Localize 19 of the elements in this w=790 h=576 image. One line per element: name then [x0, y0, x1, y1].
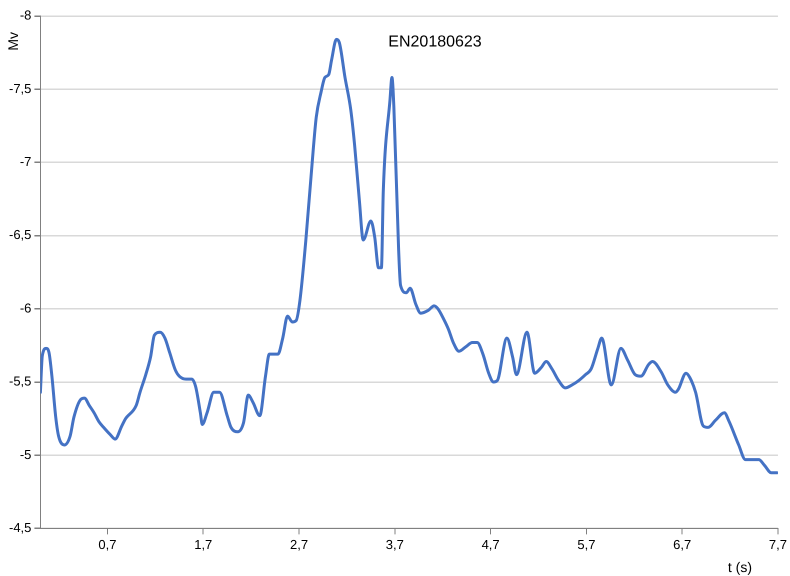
- y-tick-label: -5,5: [8, 374, 32, 389]
- y-tick-label: -6,5: [8, 227, 32, 242]
- y-tick-label: -8: [20, 8, 32, 23]
- y-tick-label: -5: [20, 446, 32, 462]
- annotation: EN20180623: [388, 33, 482, 50]
- x-tick-label: 7,7: [768, 536, 788, 552]
- y-axis-title: Mv: [4, 32, 21, 51]
- x-tick-label: 5,7: [577, 536, 596, 552]
- x-tick-label: 4,7: [482, 536, 500, 552]
- x-tick-label: 1,7: [194, 536, 212, 552]
- x-tick-label: 3,7: [386, 536, 404, 552]
- x-tick-label: 2,7: [290, 536, 308, 552]
- x-tick-label: 0,7: [98, 536, 116, 552]
- y-tick-label: -4,5: [8, 520, 32, 535]
- y-tick-label: -6: [20, 300, 32, 316]
- y-tick-label: -7,5: [8, 80, 32, 96]
- y-tick-label: -7: [20, 154, 32, 169]
- x-axis-title: t (s): [728, 558, 752, 575]
- x-tick-label: 6,7: [673, 536, 692, 552]
